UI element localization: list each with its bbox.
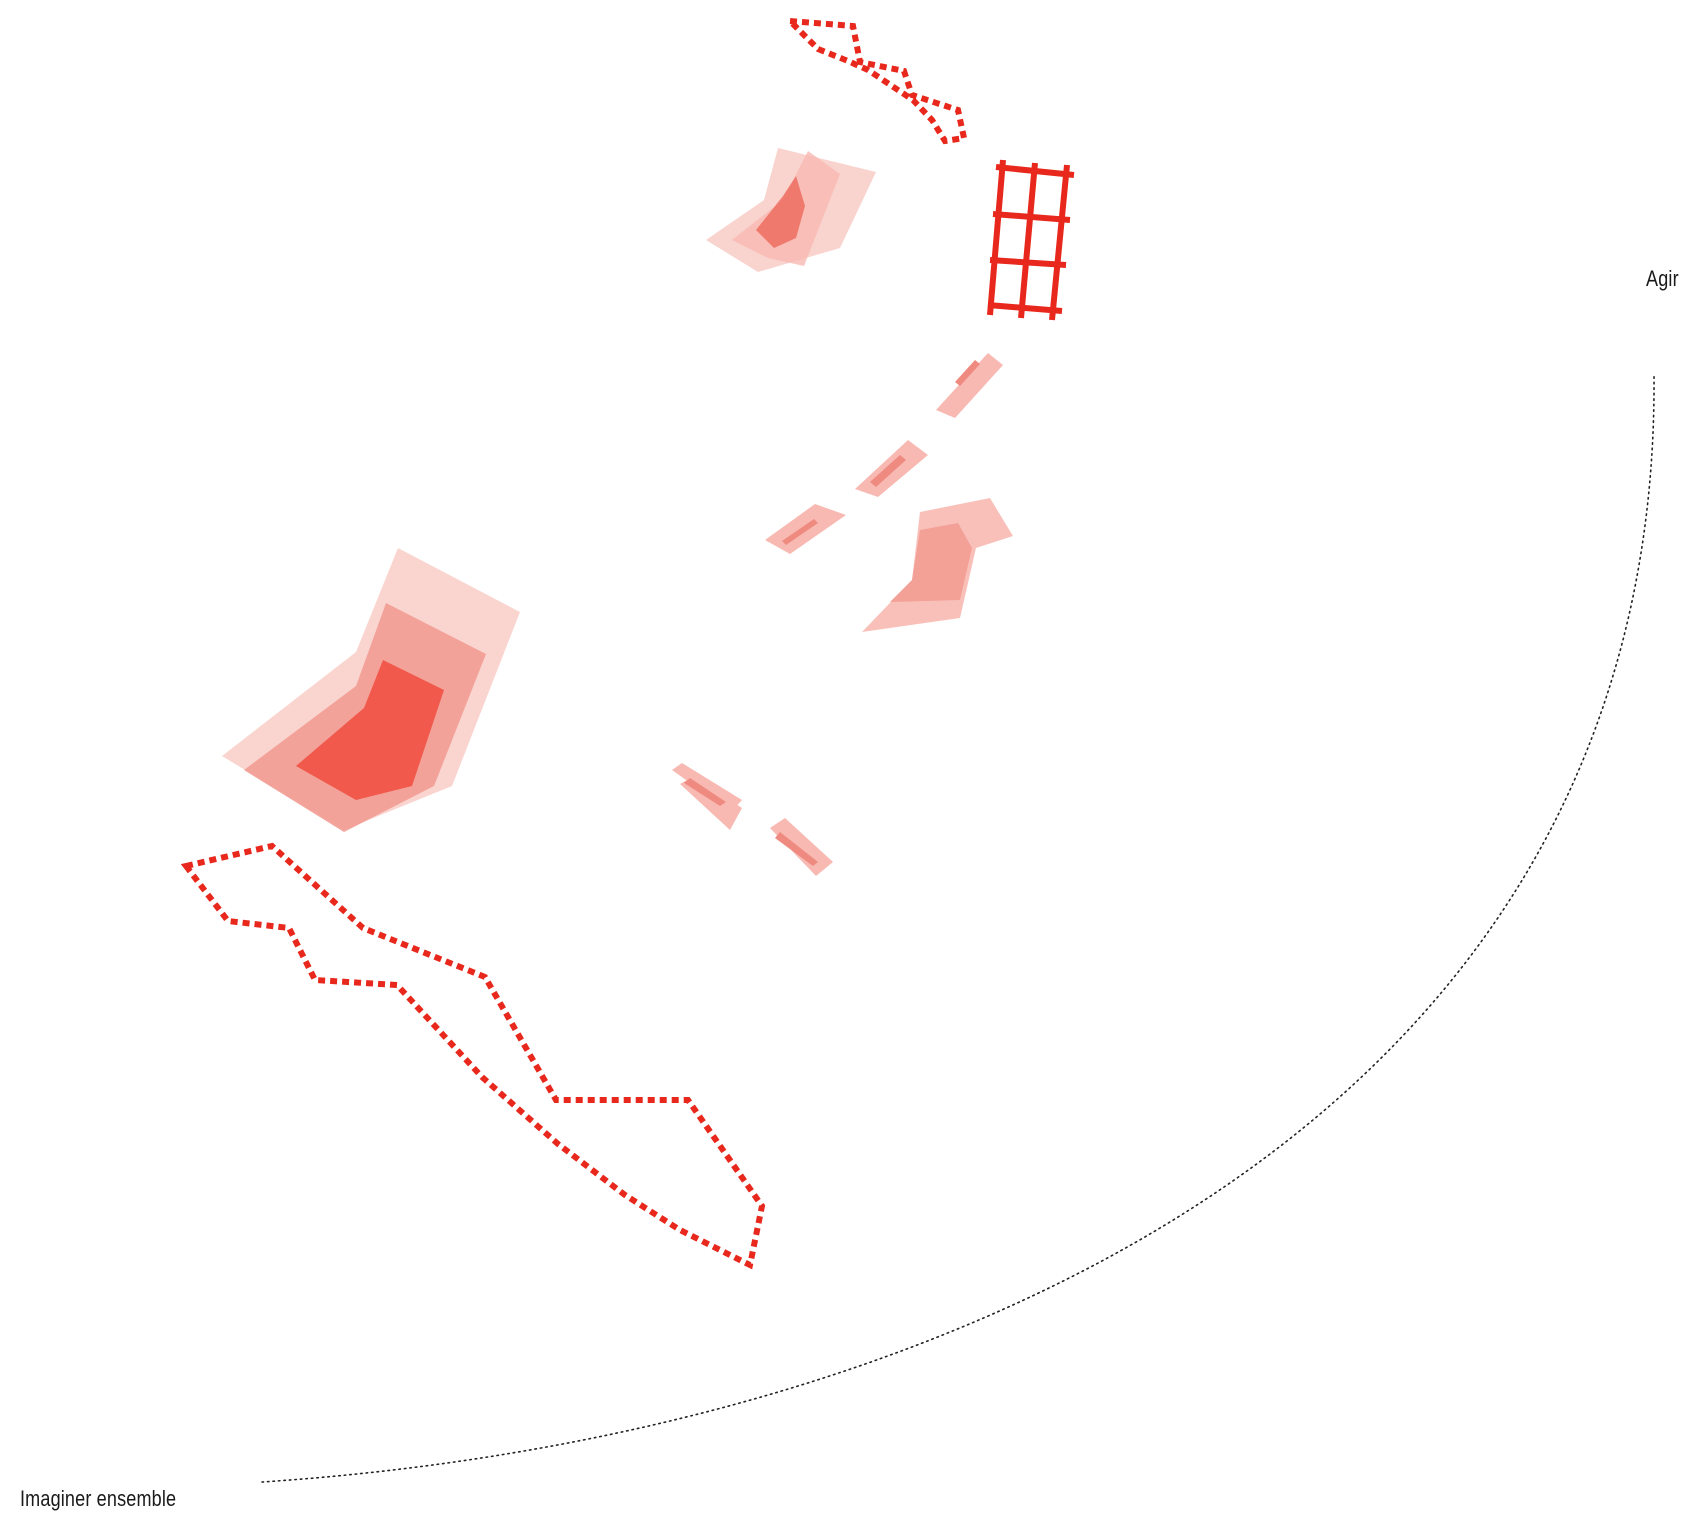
bar-group-lower [672,763,833,876]
start-label: Imaginer ensemble [20,1486,177,1511]
end-label: Agir [1646,266,1679,291]
grid-structure [987,159,1075,321]
layered-shape-middle-right [862,498,1013,632]
progress-arc [261,374,1655,1483]
dashed-outline-bottom [180,842,766,1270]
dashed-outline-top [782,17,968,145]
layered-shape-upper-left [706,148,876,272]
layered-shape-large [222,548,520,832]
bar-group-right [765,353,1003,554]
